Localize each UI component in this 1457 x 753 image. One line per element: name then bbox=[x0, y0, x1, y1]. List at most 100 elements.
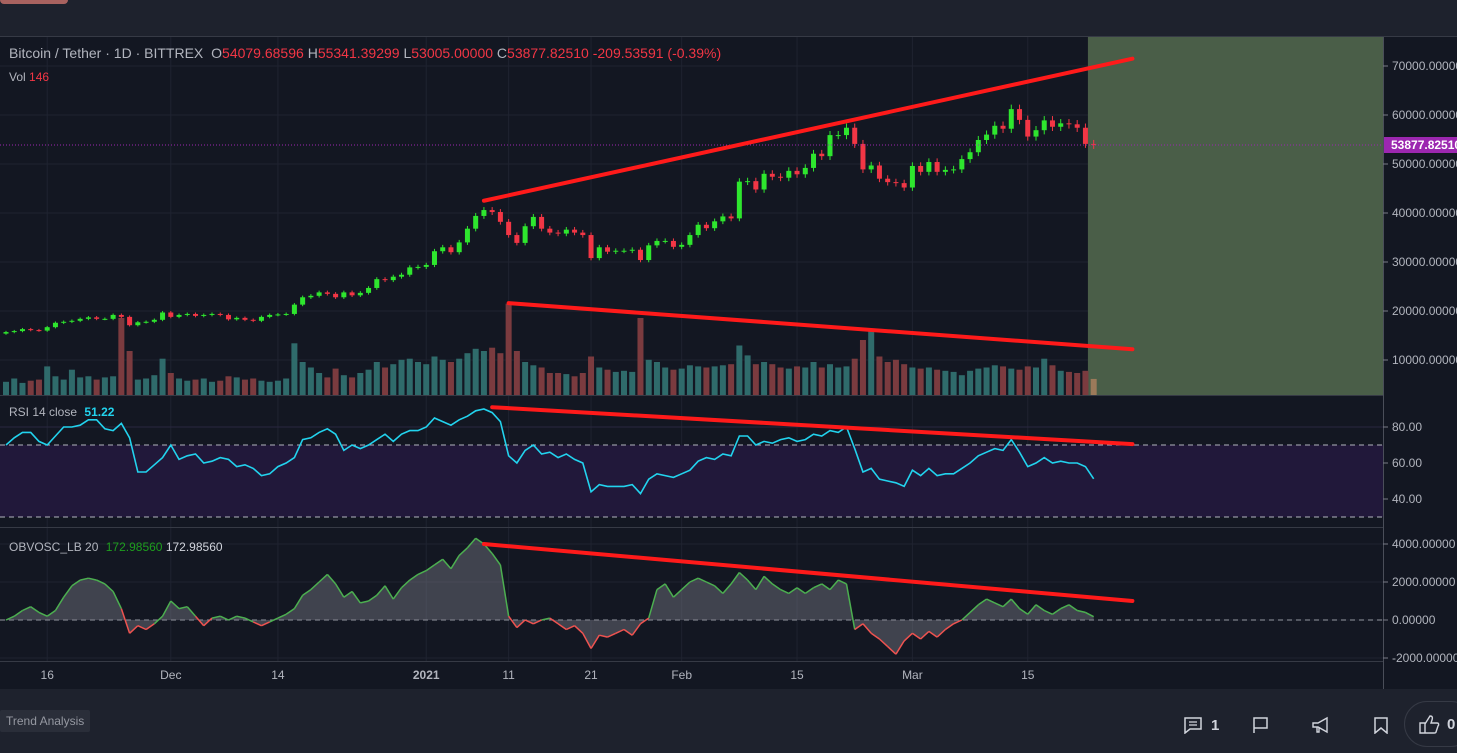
obv-segment bbox=[994, 602, 1004, 608]
volume-bar bbox=[1000, 366, 1007, 395]
obv-segment bbox=[293, 594, 304, 609]
volume-bar bbox=[52, 376, 59, 395]
candle-body bbox=[1041, 120, 1047, 131]
open-value: 54079.68596 bbox=[222, 45, 304, 61]
volume-bar bbox=[884, 362, 891, 395]
candle-body bbox=[489, 210, 495, 213]
volume-bar bbox=[843, 366, 850, 395]
obv-value-2: 172.98560 bbox=[165, 540, 223, 554]
top-button[interactable] bbox=[0, 0, 68, 4]
candle-body bbox=[193, 313, 199, 316]
obv-segment bbox=[203, 617, 213, 627]
volume-bar bbox=[324, 377, 331, 395]
obv-segment bbox=[714, 585, 724, 594]
candle-body bbox=[11, 331, 17, 333]
candle-body bbox=[357, 292, 363, 296]
obv-segment bbox=[928, 630, 938, 638]
volume-bar bbox=[283, 378, 290, 395]
obv-segment bbox=[310, 581, 320, 591]
candle-body bbox=[36, 330, 42, 332]
obv-segment bbox=[244, 617, 254, 623]
obv-segment bbox=[38, 611, 48, 617]
obv-segment bbox=[1019, 607, 1029, 615]
obv-segment bbox=[656, 583, 666, 591]
obv-pane[interactable] bbox=[0, 528, 1383, 661]
obv-segment bbox=[977, 598, 987, 606]
rsi-label[interactable]: RSI 14 close bbox=[9, 405, 78, 419]
obv-segment bbox=[533, 619, 542, 625]
candle-body bbox=[316, 292, 322, 296]
rsi-axis-label: 60.00 bbox=[1392, 456, 1422, 470]
bookmark-button[interactable] bbox=[1373, 716, 1389, 734]
time-axis-label: 15 bbox=[790, 668, 804, 682]
obv-segment bbox=[302, 588, 312, 596]
obv-label[interactable]: OBVOSC_LB 20 bbox=[9, 540, 99, 554]
volume-bar bbox=[892, 359, 899, 395]
trendline-rsi[interactable] bbox=[490, 405, 1135, 447]
obv-segment bbox=[755, 575, 765, 590]
candle-body bbox=[819, 153, 825, 157]
trendline-price[interactable] bbox=[506, 301, 1135, 352]
chart-canvas[interactable]: 10000.00000 20000.00000 30000.00000 40000.0… bbox=[0, 0, 1457, 689]
obv-segment bbox=[738, 571, 749, 581]
volume-bar bbox=[200, 378, 207, 395]
candle-body bbox=[464, 228, 470, 243]
target-zone[interactable] bbox=[1087, 37, 1383, 395]
volume-bar bbox=[258, 380, 265, 395]
candle-body bbox=[679, 244, 685, 247]
candle-body bbox=[629, 249, 635, 251]
candle-body bbox=[390, 276, 396, 281]
obv-segment bbox=[524, 619, 534, 625]
candle-body bbox=[951, 169, 957, 171]
obv-segment bbox=[986, 598, 996, 604]
like-button[interactable]: 0 bbox=[1404, 701, 1457, 747]
candle-body bbox=[778, 176, 784, 178]
obv-segment bbox=[88, 577, 97, 581]
obv-segment bbox=[170, 600, 180, 610]
flag-button[interactable] bbox=[1252, 716, 1268, 734]
candle-body bbox=[514, 235, 520, 243]
candle-body bbox=[967, 152, 973, 160]
trendline-obv[interactable] bbox=[481, 542, 1135, 603]
obv-segment bbox=[409, 573, 419, 581]
volume-bar bbox=[489, 347, 496, 395]
time-axis-label: 2021 bbox=[413, 668, 440, 682]
time-axis[interactable] bbox=[0, 662, 1383, 689]
candle-body bbox=[572, 229, 578, 233]
candle-body bbox=[423, 264, 429, 267]
candle-body bbox=[613, 250, 619, 252]
change-value: -209.53591 (-0.39%) bbox=[592, 45, 722, 61]
comments-button[interactable]: 1 bbox=[1183, 716, 1219, 734]
candle-body bbox=[942, 169, 948, 172]
volume-value: 146 bbox=[29, 70, 50, 84]
volume-bar bbox=[19, 382, 26, 395]
current-price-badge bbox=[1384, 136, 1457, 153]
obv-segment bbox=[722, 583, 732, 594]
candle-body bbox=[555, 232, 561, 234]
volume-bar bbox=[250, 378, 257, 395]
candle-body bbox=[506, 221, 512, 236]
obv-segment bbox=[499, 564, 510, 617]
obv-segment bbox=[845, 583, 856, 630]
obv-segment bbox=[1035, 604, 1045, 612]
volume-bar bbox=[588, 356, 595, 395]
share-button[interactable] bbox=[1311, 716, 1329, 734]
candle-body bbox=[217, 313, 223, 315]
volume-bar bbox=[703, 367, 710, 395]
candle-body bbox=[522, 226, 528, 243]
obv-segment bbox=[566, 625, 575, 631]
volume-bar bbox=[1090, 378, 1097, 395]
obv-segment bbox=[829, 579, 839, 591]
trendline-price[interactable] bbox=[481, 56, 1135, 203]
price-axis-label: 50000.00000 bbox=[1392, 157, 1457, 171]
trend-analysis-tag[interactable]: Trend Analysis bbox=[0, 710, 91, 732]
volume-bar bbox=[621, 370, 627, 395]
volume-bar bbox=[612, 371, 619, 395]
candle-body bbox=[176, 314, 182, 317]
obv-segment bbox=[623, 628, 633, 636]
low-label: L bbox=[403, 45, 412, 61]
symbol-title[interactable]: Bitcoin / Tether · 1D · BITTREX bbox=[9, 45, 204, 61]
volume-bar bbox=[291, 343, 298, 395]
candle-body bbox=[77, 318, 83, 321]
rsi-band bbox=[0, 445, 1383, 517]
